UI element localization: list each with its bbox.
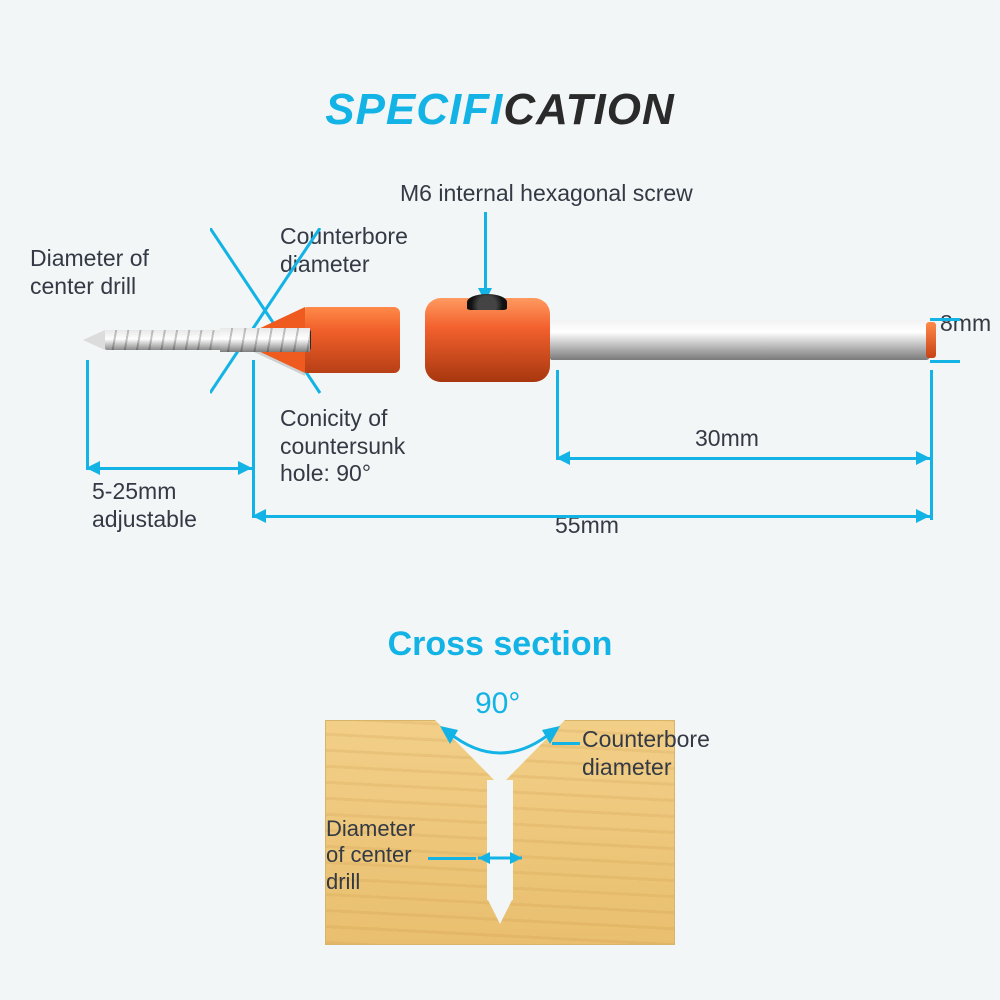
- label-set-screw: M6 internal hexagonal screw: [400, 180, 693, 208]
- arrow-adjustable-l: [86, 461, 100, 475]
- ext-adjustable-right: [252, 360, 255, 470]
- twist-drill: [105, 330, 220, 350]
- page-title: SPECIFICATION: [0, 85, 1000, 135]
- label-shank-diameter: 8mm: [940, 310, 991, 338]
- ext-adjustable-left: [86, 360, 89, 470]
- title-rest: CATION: [503, 85, 674, 134]
- arrow-adjustable-r: [238, 461, 252, 475]
- drill-through-body: [220, 328, 310, 352]
- ext-30mm-left: [556, 370, 559, 460]
- leader-cross-center: [428, 857, 476, 860]
- label-shank-length: 30mm: [695, 425, 759, 453]
- countersink-body: [305, 307, 400, 373]
- leader-screw: [484, 212, 487, 290]
- cross-section-title: Cross section: [0, 625, 1000, 664]
- countersink-bit: [105, 310, 935, 370]
- label-center-drill-diameter: Diameter of center drill: [30, 245, 149, 300]
- label-cross-center-drill: Diameter of center drill: [326, 816, 415, 895]
- set-screw: [467, 294, 507, 310]
- label-cross-angle: 90°: [475, 686, 520, 722]
- arrow-55mm-r: [916, 509, 930, 523]
- angle-arc: [438, 724, 562, 774]
- arrow-30mm-r: [916, 451, 930, 465]
- specification-diagram: Diameter of center drill Counterbore dia…: [0, 170, 1000, 570]
- dim-30mm: [556, 457, 930, 460]
- ext-right-shared: [930, 370, 933, 520]
- title-accent: SPECIFI: [325, 85, 503, 134]
- depth-collar: [425, 298, 550, 382]
- shank: [550, 320, 930, 360]
- dim-cross-center: [470, 848, 530, 868]
- label-conicity: Conicity of countersunk hole: 90°: [280, 405, 405, 488]
- arrow-55mm-l: [252, 509, 266, 523]
- leader-cross-counterbore: [552, 742, 580, 745]
- dim-adjustable: [86, 467, 252, 470]
- arrow-30mm-l: [556, 451, 570, 465]
- label-adjustable-range: 5-25mm adjustable: [92, 478, 197, 533]
- label-cross-counterbore: Counterbore diameter: [582, 726, 710, 781]
- shank-end-cap: [926, 322, 936, 358]
- dim-55mm: [252, 515, 930, 518]
